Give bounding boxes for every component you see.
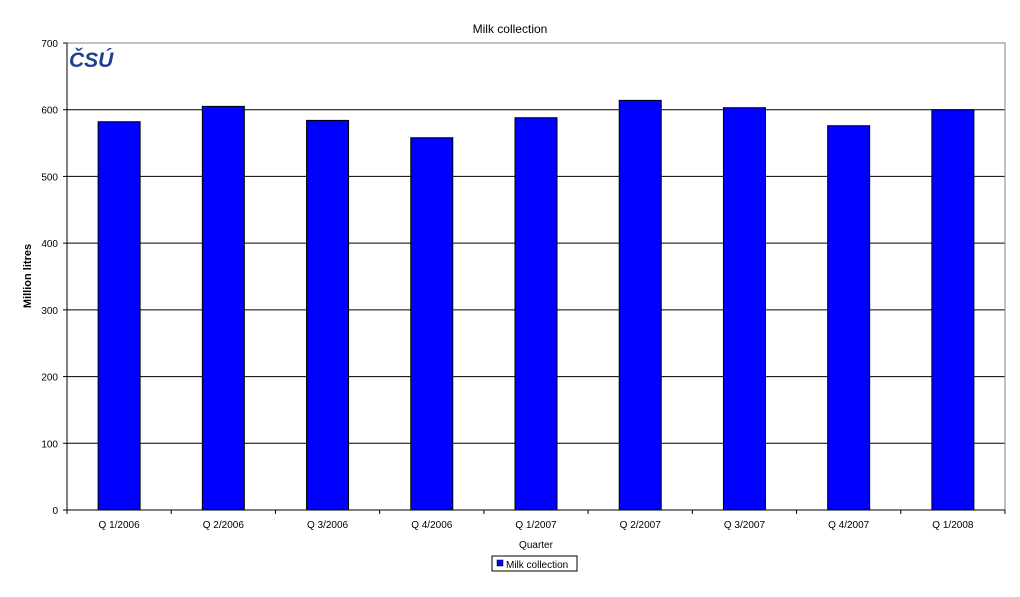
bar [618, 99, 662, 511]
bar [827, 125, 871, 511]
chart-title: Milk collection [473, 22, 548, 36]
x-tick-label: Q 2/2006 [203, 520, 245, 531]
logo: ČSÚ [69, 48, 114, 72]
bar [201, 105, 245, 511]
y-tick-label: 400 [41, 239, 58, 250]
y-tick-label: 0 [52, 506, 58, 517]
x-tick-label: Q 3/2006 [307, 520, 349, 531]
x-tick-label: Q 1/2006 [99, 520, 141, 531]
x-tick-label: Q 1/2008 [932, 520, 974, 531]
legend-box [491, 555, 578, 572]
y-tick-label: 700 [41, 39, 58, 50]
x-tick-label: Q 3/2007 [724, 520, 766, 531]
bar [514, 117, 558, 511]
bar [97, 121, 141, 511]
x-tick-label: Q 4/2007 [828, 520, 870, 531]
logo-text: ČSÚ [69, 48, 114, 72]
x-axis-ticks: Q 1/2006 Q 2/2006 Q 3/2006 Q 4/2006 Q 1/2007… [66, 510, 1006, 531]
y-axis-ticks: 0 100 200 300 400 500 600 700 [41, 39, 67, 517]
bar [306, 119, 350, 511]
bar [410, 137, 454, 511]
x-tick-label: Q 2/2007 [620, 520, 662, 531]
y-tick-label: 500 [41, 172, 58, 183]
bar [722, 107, 766, 511]
legend: Milk collection [491, 555, 578, 572]
y-tick-label: 300 [41, 306, 58, 317]
y-tick-label: 200 [41, 373, 58, 384]
legend-label: Milk collection [506, 560, 568, 571]
y-tick-label: 100 [41, 439, 58, 450]
bar [931, 109, 975, 511]
y-tick-label: 600 [41, 106, 58, 117]
y-axis-label: Million litres [22, 244, 34, 308]
x-axis-label: Quarter [519, 540, 554, 551]
x-tick-label: Q 4/2006 [411, 520, 453, 531]
legend-swatch [496, 559, 504, 567]
bars [97, 99, 975, 511]
x-tick-label: Q 1/2007 [515, 520, 557, 531]
